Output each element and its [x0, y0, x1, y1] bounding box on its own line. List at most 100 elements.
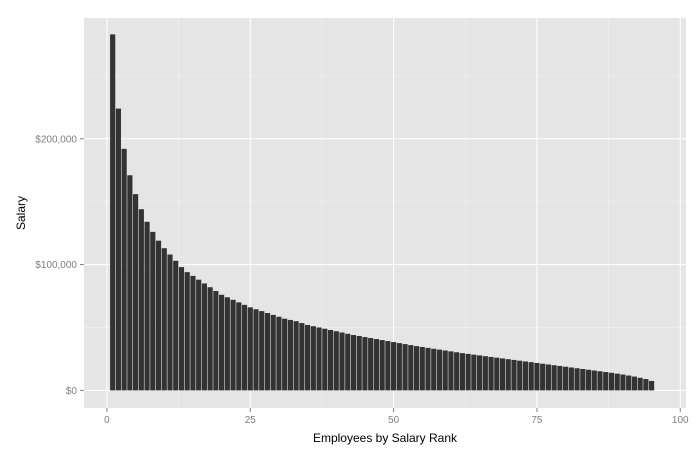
- bar: [488, 356, 494, 391]
- bar: [270, 314, 276, 391]
- bar: [528, 362, 534, 391]
- bar: [545, 364, 551, 391]
- bar: [316, 327, 322, 391]
- bar: [253, 309, 259, 391]
- bar: [247, 307, 253, 391]
- bar: [505, 359, 511, 391]
- bar: [643, 379, 649, 391]
- y-tick-label: $0: [66, 386, 78, 397]
- bar: [178, 267, 185, 391]
- bar: [184, 272, 190, 391]
- bar: [385, 341, 391, 391]
- bar: [408, 345, 414, 391]
- bar: [241, 304, 248, 391]
- bar: [454, 352, 460, 391]
- bar: [333, 331, 339, 391]
- bar: [517, 360, 523, 391]
- bar: [207, 287, 213, 391]
- bar: [310, 326, 316, 391]
- bar: [396, 343, 402, 391]
- x-tick-label: 75: [531, 415, 543, 426]
- bar: [236, 302, 242, 391]
- bar: [373, 339, 379, 391]
- bar: [448, 351, 454, 391]
- bar: [190, 275, 196, 391]
- bar: [362, 337, 368, 391]
- y-axis-ticks: $0 $100,000 $200,000: [35, 134, 84, 397]
- bar: [465, 353, 471, 391]
- bar: [299, 323, 305, 391]
- bar: [442, 350, 448, 391]
- bar: [591, 370, 597, 391]
- bar: [161, 248, 167, 391]
- bar: [282, 318, 288, 391]
- bar: [350, 335, 357, 391]
- bar-series: [110, 34, 655, 391]
- bar: [477, 355, 483, 391]
- bar: [631, 376, 637, 391]
- bar: [379, 340, 385, 391]
- bar: [121, 148, 127, 391]
- bar: [201, 283, 207, 391]
- bar: [585, 369, 592, 391]
- bar: [574, 368, 580, 391]
- bar: [356, 336, 362, 391]
- minor-gridlines: [84, 18, 686, 408]
- bar: [551, 365, 557, 391]
- bar: [620, 374, 626, 391]
- bar: [305, 324, 311, 391]
- bar: [534, 362, 540, 391]
- plot-panel: [84, 18, 686, 408]
- bar: [155, 240, 162, 391]
- bar: [339, 332, 345, 391]
- bar: [259, 311, 265, 391]
- bar: [436, 349, 443, 391]
- bar: [626, 375, 632, 391]
- y-tick-label: $100,000: [35, 260, 77, 271]
- bar: [219, 294, 225, 391]
- x-axis-ticks: 0 25 50 75 100: [104, 408, 689, 426]
- bar: [614, 373, 620, 391]
- bar: [431, 348, 437, 391]
- bar: [264, 313, 271, 391]
- bar: [511, 359, 517, 391]
- bar: [287, 319, 293, 391]
- bar: [144, 221, 150, 391]
- bar: [345, 333, 351, 391]
- bar: [133, 194, 139, 391]
- bar: [608, 372, 615, 391]
- bar: [322, 328, 328, 391]
- bar: [425, 347, 431, 391]
- bar: [127, 175, 133, 391]
- bar: [213, 291, 219, 391]
- bar: [368, 338, 374, 391]
- x-tick-label: 0: [104, 415, 110, 426]
- bar: [557, 365, 563, 391]
- x-tick-label: 50: [388, 415, 400, 426]
- bar: [173, 260, 179, 391]
- bar: [110, 34, 116, 391]
- bar: [413, 346, 420, 391]
- bar: [563, 366, 569, 391]
- x-axis-title: Employees by Salary Rank: [313, 431, 458, 445]
- bar: [597, 371, 603, 391]
- bar: [224, 297, 230, 391]
- bar: [649, 380, 655, 391]
- bar: [637, 377, 643, 391]
- bar: [482, 356, 488, 391]
- bar: [276, 316, 282, 391]
- x-tick-label: 100: [672, 415, 689, 426]
- bar: [522, 361, 529, 391]
- bar: [196, 279, 202, 391]
- bar: [138, 209, 144, 391]
- bar: [230, 299, 236, 391]
- bar: [540, 363, 546, 391]
- x-tick-label: 25: [245, 415, 257, 426]
- bar: [391, 342, 397, 391]
- bar: [402, 344, 408, 391]
- y-tick-label: $200,000: [35, 134, 77, 145]
- bar: [150, 231, 156, 391]
- bar: [167, 254, 173, 391]
- bar: [603, 372, 609, 391]
- bar: [293, 321, 299, 391]
